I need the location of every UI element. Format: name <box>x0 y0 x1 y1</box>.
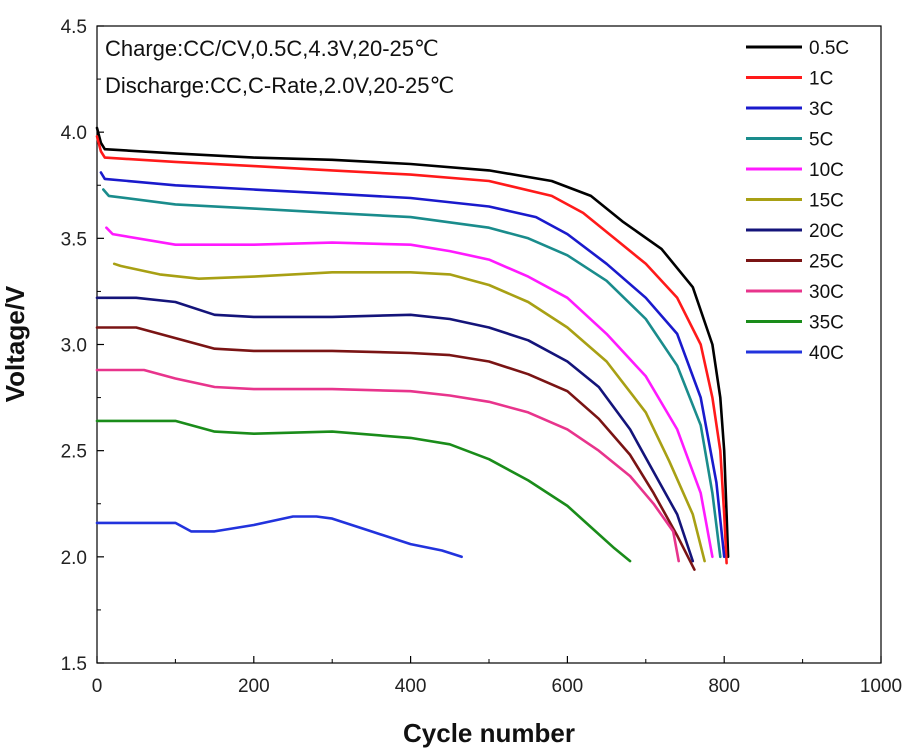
y-tick-label: 3.5 <box>61 229 87 250</box>
series-line-25c <box>95 326 696 571</box>
x-tick-label: 200 <box>238 676 270 697</box>
series-line-10c <box>105 226 714 559</box>
legend-label-30c: 30C <box>809 282 844 303</box>
x-tick-label: 0 <box>92 676 103 697</box>
y-tick-label: 4.0 <box>61 123 87 144</box>
y-tick-label: 4.5 <box>61 17 87 38</box>
y-tick-label: 2.0 <box>61 548 87 569</box>
y-tick-label: 3.0 <box>61 336 87 357</box>
series-layer <box>95 126 730 571</box>
legend-label-3c: 3C <box>809 99 833 120</box>
series-line-20c <box>95 296 695 563</box>
legend-label-5c: 5C <box>809 130 833 151</box>
x-tick-label: 1000 <box>860 676 902 697</box>
x-tick-label: 400 <box>395 676 427 697</box>
x-axis-title: Cycle number <box>403 718 575 748</box>
legend-label-40c: 40C <box>809 343 844 364</box>
x-tick-label: 800 <box>708 676 740 697</box>
series-line-40c <box>95 515 463 559</box>
x-tick-label: 600 <box>552 676 584 697</box>
y-axis: 1.5 2.0 2.5 3.0 3.5 4.0 4.5 <box>61 17 104 675</box>
series-line-35c <box>95 419 632 563</box>
legend-label-15c: 15C <box>809 191 844 212</box>
series-line-1c <box>95 135 728 565</box>
legend-label-0-5c: 0.5C <box>809 38 849 59</box>
y-axis-title: Voltage/V <box>0 285 30 402</box>
series-line-30c <box>95 368 681 563</box>
y-tick-label: 2.5 <box>61 442 87 463</box>
series-line-5c <box>102 188 722 559</box>
legend-label-35c: 35C <box>809 313 844 334</box>
y-tick-label: 1.5 <box>61 654 87 675</box>
x-axis: 0 200 400 600 800 1000 <box>92 656 902 697</box>
series-line-0-5c <box>95 126 730 559</box>
legend-label-10c: 10C <box>809 160 844 181</box>
legend: 0.5C 1C 3C 5C 10C 15C 20C 25C 30C 35C 40C <box>746 38 849 364</box>
annotation-discharge: Discharge:CC,C-Rate,2.0V,20-25℃ <box>105 73 454 98</box>
series-line-3c <box>99 171 726 559</box>
plot-frame <box>96 25 882 664</box>
legend-label-25c: 25C <box>809 252 844 273</box>
annotation-charge: Charge:CC/CV,0.5C,4.3V,20-25℃ <box>105 36 439 61</box>
legend-label-1c: 1C <box>809 69 833 90</box>
legend-label-20c: 20C <box>809 221 844 242</box>
series-line-15c <box>112 262 706 563</box>
